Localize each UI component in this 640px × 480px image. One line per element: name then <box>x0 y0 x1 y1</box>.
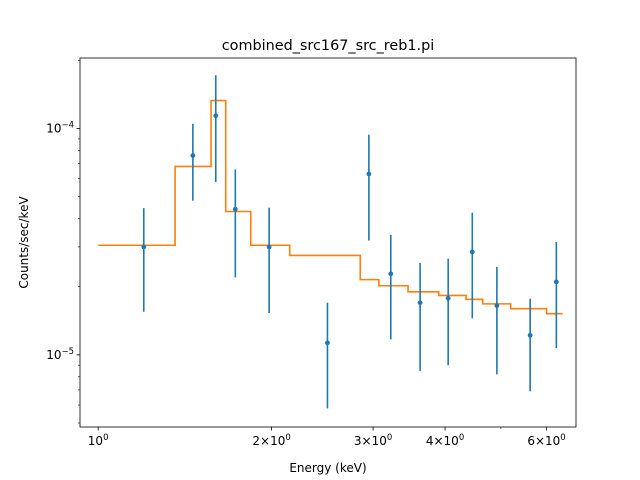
y-axis-label: Counts/sec/keV <box>17 196 31 289</box>
chart-title: combined_src167_src_reb1.pi <box>222 38 435 54</box>
data-point-7 <box>388 271 394 277</box>
x-tick-label-1: 2×100 <box>252 433 290 448</box>
data-point-9 <box>445 295 451 301</box>
y-ticks: 10−5 10−4 <box>46 60 80 424</box>
x-tick-label-3: 4×100 <box>426 433 464 448</box>
data-layer <box>141 75 559 409</box>
x-ticks: 100 2×100 3×100 4×100 6×100 <box>88 427 566 448</box>
data-point-2 <box>213 113 219 119</box>
data-point-10 <box>469 249 475 255</box>
data-point-12 <box>527 332 533 338</box>
plot-frame <box>79 57 577 428</box>
data-point-0 <box>141 244 147 250</box>
data-point-11 <box>494 303 500 309</box>
data-point-5 <box>325 340 330 346</box>
data-point-6 <box>366 171 372 177</box>
y-tick-label-1: 10−4 <box>46 121 74 136</box>
x-axis-label: Energy (keV) <box>289 461 366 475</box>
data-point-4 <box>266 244 272 250</box>
data-point-1 <box>190 153 196 158</box>
x-tick-label-2: 3×100 <box>354 433 392 448</box>
y-tick-label-0: 10−5 <box>46 347 74 362</box>
data-point-3 <box>232 206 238 212</box>
data-point-8 <box>417 300 423 306</box>
x-tick-label-0: 100 <box>88 433 109 448</box>
x-tick-label-4: 6×100 <box>527 433 565 448</box>
data-point-13 <box>553 279 559 285</box>
